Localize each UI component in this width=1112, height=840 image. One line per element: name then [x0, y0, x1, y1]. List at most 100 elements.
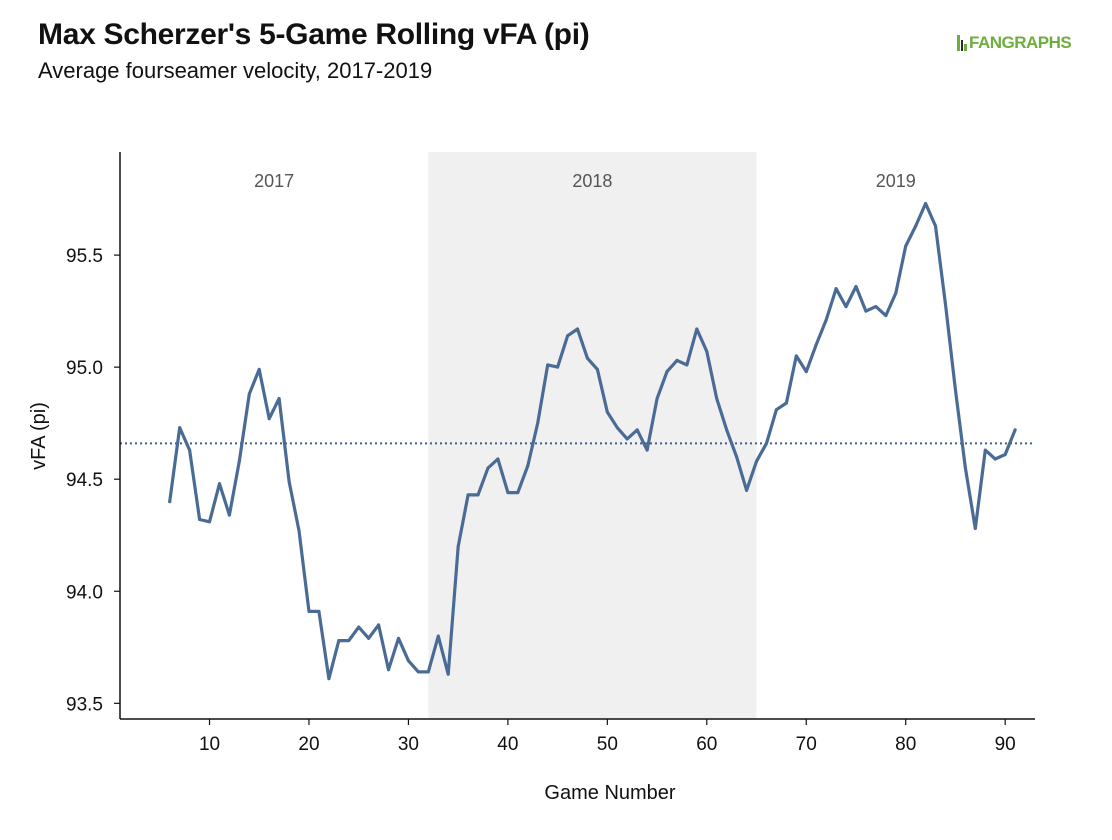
data-point [894, 291, 898, 295]
data-point [774, 408, 778, 412]
y-tick-label: 94.5 [66, 470, 103, 491]
series-line [168, 201, 1017, 681]
data-point [257, 367, 261, 371]
year-label-2019: 2019 [876, 171, 916, 191]
data-point [227, 513, 231, 517]
data-point [784, 401, 788, 405]
data-point [506, 491, 510, 495]
data-point [516, 491, 520, 495]
data-point [675, 358, 679, 362]
data-point [287, 479, 291, 483]
data-point [307, 609, 311, 613]
data-point [615, 426, 619, 430]
y-axis-ticks: 93.5 94.0 94.5 95.0 95.5 [66, 246, 120, 715]
x-tick-label: 10 [199, 734, 220, 755]
data-point [208, 520, 212, 524]
data-point [536, 421, 540, 425]
data-point [247, 392, 251, 396]
data-point [625, 437, 629, 441]
year-labels: 2017 2018 2019 [254, 171, 916, 191]
data-point [426, 670, 430, 674]
data-point [884, 314, 888, 318]
x-tick-label: 50 [597, 734, 618, 755]
data-point [367, 636, 371, 640]
data-point [943, 302, 947, 306]
data-point [556, 365, 560, 369]
data-point [168, 500, 172, 504]
data-point [824, 318, 828, 322]
y-axis-label: vFA (pi) [28, 402, 50, 470]
data-point [546, 363, 550, 367]
data-point [297, 529, 301, 533]
data-point [844, 305, 848, 309]
data-point [217, 482, 221, 486]
x-axis-ticks: 10 20 30 40 50 60 70 80 90 [199, 719, 1016, 755]
chart-subtitle: Average fourseamer velocity, 2017-2019 [38, 58, 433, 83]
data-point [347, 639, 351, 643]
data-point [993, 457, 997, 461]
x-tick-label: 60 [696, 734, 717, 755]
data-point [645, 448, 649, 452]
data-point [834, 287, 838, 291]
y-tick-label: 95.5 [66, 246, 103, 267]
data-point [416, 670, 420, 674]
data-point [695, 327, 699, 331]
data-point [764, 441, 768, 445]
data-point [605, 410, 609, 414]
shaded-region-2018 [428, 152, 757, 719]
data-point [526, 464, 530, 468]
data-point [277, 397, 281, 401]
data-point [198, 518, 202, 522]
data-point [745, 488, 749, 492]
data-point [446, 672, 450, 676]
y-tick-label: 95.0 [66, 358, 103, 379]
data-point [595, 367, 599, 371]
x-tick-label: 70 [796, 734, 817, 755]
data-point [178, 426, 182, 430]
x-tick-label: 30 [398, 734, 419, 755]
data-point [963, 466, 967, 470]
data-point [725, 428, 729, 432]
year-label-2018: 2018 [572, 171, 612, 191]
data-point [456, 544, 460, 548]
data-point [327, 677, 331, 681]
data-point [924, 202, 928, 206]
data-point [267, 417, 271, 421]
fangraphs-logo-icon [957, 35, 967, 51]
data-point [436, 634, 440, 638]
data-point [715, 397, 719, 401]
chart-title: Max Scherzer's 5-Game Rolling vFA (pi) [38, 18, 590, 51]
data-point [874, 305, 878, 309]
data-point [396, 636, 400, 640]
data-point [735, 455, 739, 459]
data-point [188, 448, 192, 452]
data-point [794, 354, 798, 358]
data-point [854, 284, 858, 288]
year-label-2017: 2017 [254, 171, 294, 191]
data-point [755, 459, 759, 463]
data-point [585, 356, 589, 360]
data-point [864, 309, 868, 313]
data-point [635, 428, 639, 432]
x-tick-label: 80 [895, 734, 916, 755]
data-point [804, 370, 808, 374]
data-point [476, 493, 480, 497]
data-point [685, 363, 689, 367]
data-point [983, 448, 987, 452]
data-point [486, 466, 490, 470]
x-tick-label: 90 [995, 734, 1016, 755]
series-points [168, 202, 1017, 681]
data-point [1013, 428, 1017, 432]
data-point [406, 659, 410, 663]
data-point [904, 244, 908, 248]
data-point [566, 334, 570, 338]
data-point [665, 370, 669, 374]
data-point [357, 625, 361, 629]
data-point [973, 527, 977, 531]
data-point [496, 457, 500, 461]
x-tick-label: 40 [497, 734, 518, 755]
fangraphs-logo: FANGRAPHS [957, 33, 1072, 53]
data-point [934, 224, 938, 228]
data-point [387, 668, 391, 672]
